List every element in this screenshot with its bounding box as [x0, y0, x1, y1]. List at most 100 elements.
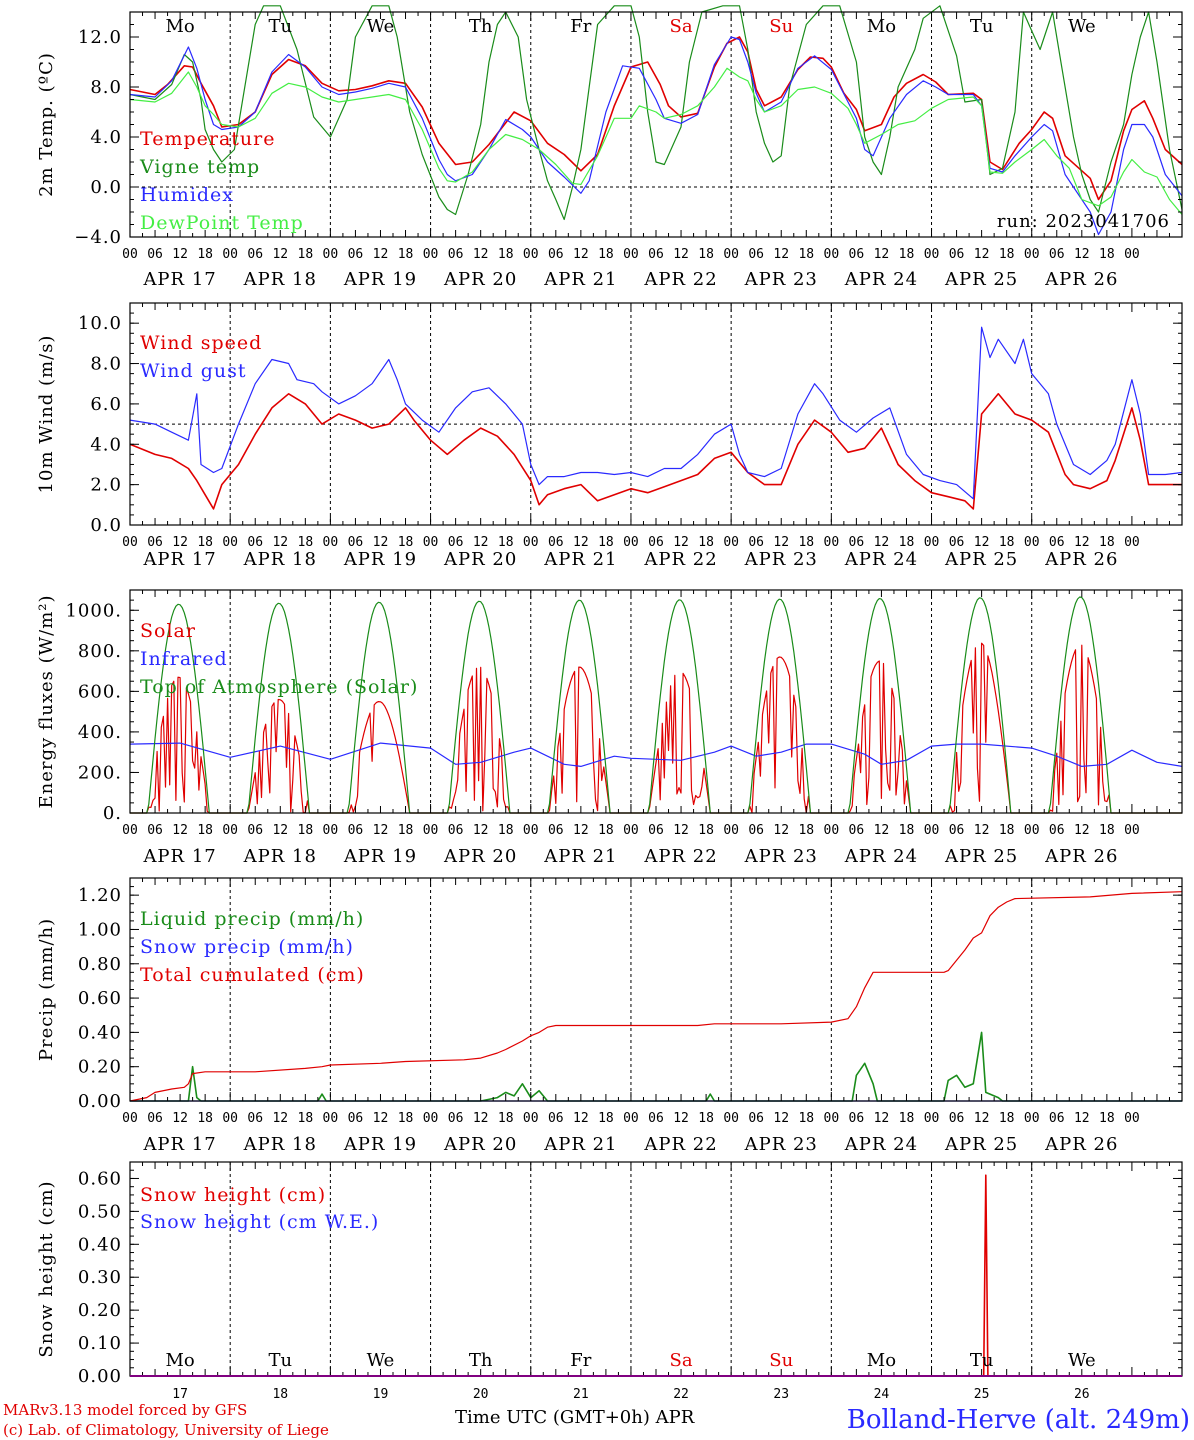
weekday-label: We — [1068, 1350, 1096, 1371]
x-hour-label: 06 — [648, 1111, 664, 1126]
x-hour-label: 12 — [773, 247, 789, 262]
x-hour-label: 18 — [197, 535, 213, 550]
series-line-top-of-atmosphere-solar- — [130, 596, 1182, 814]
x-hour-label: 12 — [974, 535, 990, 550]
x-hour-label: 18 — [298, 823, 314, 838]
x-hour-label: 18 — [197, 247, 213, 262]
x-hour-label: 12 — [473, 535, 489, 550]
x-hour-label: 00 — [423, 535, 439, 550]
x-date-label: APR 18 — [243, 269, 317, 290]
x-date-label: APR 26 — [1044, 549, 1118, 570]
x-hour-label: 12 — [1074, 1111, 1090, 1126]
x-date-label: APR 25 — [944, 1134, 1018, 1155]
x-date-label: APR 22 — [643, 549, 717, 570]
x-hour-label: 00 — [423, 1111, 439, 1126]
y-axis-label: Precip (mm/h) — [36, 918, 57, 1061]
weekday-label: Mo — [867, 1350, 896, 1371]
x-hour-label: 00 — [523, 247, 539, 262]
y-tick-label: 600. — [78, 681, 122, 702]
x-date-label: APR 17 — [142, 1134, 216, 1155]
y-tick-label: 0.20 — [78, 1300, 122, 1321]
y-tick-label: 200. — [78, 762, 122, 783]
x-hour-label: 12 — [473, 247, 489, 262]
x-hour-label: 12 — [573, 535, 589, 550]
x-hour-label: 06 — [548, 1111, 564, 1126]
x-hour-label: 06 — [748, 823, 764, 838]
legend-entry: Solar — [140, 620, 196, 642]
weekday-label: We — [367, 16, 395, 37]
series-line-dewpoint-temp — [129, 67, 1183, 215]
x-hour-label: 00 — [1124, 823, 1140, 838]
y-tick-label: 0.60 — [78, 1168, 122, 1189]
x-hour-label: 18 — [197, 1111, 213, 1126]
y-tick-label: 8.0 — [90, 354, 122, 375]
x-date-label: APR 23 — [744, 549, 818, 570]
x-hour-label: 00 — [323, 247, 339, 262]
y-tick-label: 800. — [78, 641, 122, 662]
chart-panel-2: 0.0 2.0 4.0 6.0 8.0 10.0 10m Wind (m/s) 00 06 12 1… — [36, 302, 1183, 570]
x-hour-label: 12 — [1074, 247, 1090, 262]
series-line-wind-speed — [129, 393, 1182, 510]
x-day-number: 23 — [773, 1387, 789, 1402]
weekday-label: Sa — [670, 16, 693, 37]
x-hour-label: 06 — [247, 823, 263, 838]
legend-entry: Vigne temp — [139, 156, 260, 178]
y-tick-label: 0.80 — [78, 954, 122, 975]
x-hour-label: 12 — [1074, 535, 1090, 550]
y-tick-label: 0.0 — [90, 515, 122, 536]
x-date-label: APR 23 — [744, 269, 818, 290]
x-hour-label: 12 — [974, 823, 990, 838]
x-hour-label: 12 — [373, 823, 389, 838]
x-date-label: APR 22 — [643, 846, 717, 867]
weekday-label: We — [1068, 16, 1096, 37]
x-date-label: APR 25 — [944, 846, 1018, 867]
chart-panels: −4.0 0.0 4.0 8.0 12.0 2m Temp. (ºC) 00 06 12 18 00… — [36, 5, 1183, 1402]
x-hour-label: 12 — [373, 1111, 389, 1126]
y-tick-label: 4.0 — [90, 434, 122, 455]
x-hour-label: 00 — [222, 247, 238, 262]
x-hour-label: 00 — [1024, 1111, 1040, 1126]
series-line-solar — [130, 642, 1182, 814]
x-date-label: APR 18 — [243, 1134, 317, 1155]
y-tick-label: 0.30 — [78, 1267, 122, 1288]
x-hour-label: 12 — [974, 247, 990, 262]
x-hour-label: 06 — [147, 535, 163, 550]
x-hour-label: 18 — [1099, 823, 1115, 838]
x-hour-label: 18 — [1099, 535, 1115, 550]
x-hour-label: 06 — [849, 823, 865, 838]
x-hour-label: 12 — [172, 823, 188, 838]
lab-credit: (c) Lab. of Climatology, University of L… — [3, 1421, 329, 1439]
x-hour-label: 06 — [247, 1111, 263, 1126]
x-hour-label: 06 — [949, 823, 965, 838]
x-hour-label: 18 — [899, 1111, 915, 1126]
x-hour-label: 18 — [1099, 1111, 1115, 1126]
x-date-label: APR 21 — [543, 1134, 617, 1155]
x-date-label: APR 24 — [844, 269, 918, 290]
x-hour-label: 18 — [498, 823, 514, 838]
x-hour-label: 06 — [147, 1111, 163, 1126]
x-date-label: APR 24 — [844, 549, 918, 570]
x-hour-label: 00 — [924, 1111, 940, 1126]
x-hour-label: 00 — [122, 535, 138, 550]
x-hour-label: 12 — [373, 247, 389, 262]
x-hour-label: 06 — [748, 247, 764, 262]
x-hour-label: 00 — [723, 247, 739, 262]
y-axis-label: 10m Wind (m/s) — [36, 335, 57, 494]
y-tick-label: 0.40 — [78, 1234, 122, 1255]
x-date-label: APR 17 — [142, 549, 216, 570]
x-day-number: 18 — [272, 1387, 288, 1402]
x-hour-label: 06 — [949, 1111, 965, 1126]
x-hour-label: 18 — [1099, 247, 1115, 262]
x-hour-label: 18 — [698, 247, 714, 262]
x-hour-label: 06 — [348, 247, 364, 262]
x-hour-label: 00 — [1024, 247, 1040, 262]
x-hour-label: 00 — [924, 247, 940, 262]
legend-entry: Top of Atmosphere (Solar) — [140, 676, 418, 698]
x-hour-label: 00 — [523, 535, 539, 550]
x-hour-label: 18 — [598, 247, 614, 262]
x-hour-label: 12 — [373, 535, 389, 550]
x-hour-label: 18 — [798, 247, 814, 262]
series-line-infrared — [129, 742, 1183, 767]
model-credit: MARv3.13 model forced by GFS — [3, 1401, 247, 1419]
